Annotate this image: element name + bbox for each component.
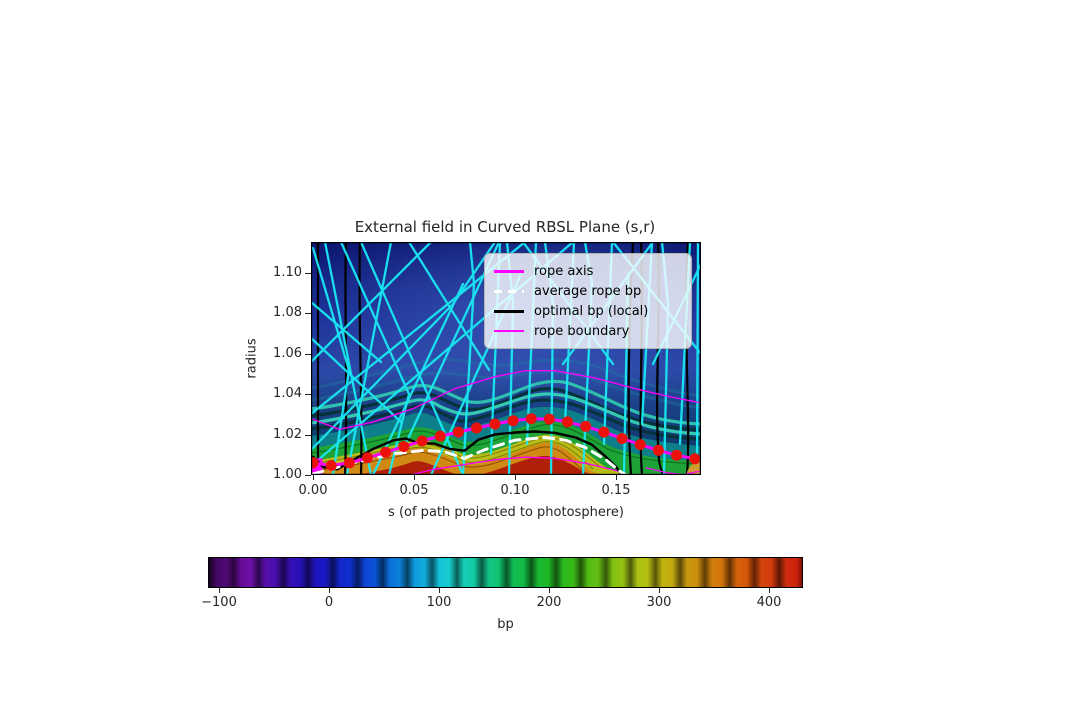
x-axis-label: s (of path projected to photosphere) <box>388 505 624 520</box>
rope-axis-point-marker <box>362 452 373 464</box>
rope-axis-point-marker <box>380 446 392 458</box>
colorbar <box>208 557 803 588</box>
plot-title: External field in Curved RBSL Plane (s,r… <box>354 218 656 236</box>
series-rope-axis <box>311 417 697 467</box>
colorbar-tick-label: 0 <box>324 595 334 610</box>
series-average-rope-bp <box>311 436 628 475</box>
y-tick-mark <box>305 475 311 477</box>
legend-sample-3 <box>494 330 524 332</box>
legend-label: rope axis <box>534 263 594 279</box>
rope-axis-point-marker <box>507 415 519 427</box>
series-optimal-bp-local <box>311 430 624 475</box>
legend-row: optimal bp (local) <box>494 301 682 321</box>
legend-sample-2 <box>494 309 524 313</box>
y-tick-mark <box>305 313 311 315</box>
x-tick-mark <box>616 475 618 480</box>
rope-axis-point-marker <box>652 444 664 456</box>
rope-axis-point-marker <box>311 457 319 469</box>
rope-axis-point-marker <box>471 422 483 434</box>
legend-label: average rope bp <box>534 283 642 299</box>
y-tick-label: 1.00 <box>273 467 302 482</box>
y-tick-label: 1.06 <box>273 345 302 361</box>
x-tick-mark <box>414 475 416 480</box>
legend-sample-0 <box>494 269 524 273</box>
rope-axis-point-marker <box>489 418 501 430</box>
legend-label: optimal bp (local) <box>534 303 649 319</box>
colorbar-tick-label: −100 <box>201 595 237 610</box>
y-tick-label: 1.10 <box>273 264 302 280</box>
series-rope-boundary-upper <box>312 370 700 431</box>
plot-area <box>311 242 701 475</box>
rope-axis-point-marker <box>434 430 446 442</box>
y-tick-mark <box>305 394 311 396</box>
colorbar-tick-mark <box>219 588 221 593</box>
rope-axis-point-marker <box>562 416 573 428</box>
rope-axis-point-marker <box>343 457 355 469</box>
colorbar-tick-mark <box>549 588 551 593</box>
colorbar-tick-label: 400 <box>756 595 782 610</box>
series-rope-boundary-lower <box>409 456 629 475</box>
rope-axis-point-marker <box>671 449 683 461</box>
plot-border <box>311 242 701 475</box>
rope-axis-point-marker <box>452 426 464 438</box>
legend-row: rope boundary <box>494 321 682 341</box>
colorbar-tick-label: 300 <box>646 595 672 610</box>
rope-axis-point-marker <box>398 441 410 453</box>
rope-axis-point-marker <box>325 460 337 471</box>
legend-row: rope axis <box>494 261 682 281</box>
series-rope-boundary-right <box>645 467 700 475</box>
x-tick-mark <box>515 475 517 480</box>
rope-axis-point-marker <box>598 426 610 438</box>
rope-axis-point-marker <box>689 453 701 465</box>
legend: rope axis average rope bp optimal bp (lo… <box>484 253 692 349</box>
colorbar-tick-mark <box>329 588 331 593</box>
band-red <box>311 455 593 475</box>
legend-row: average rope bp <box>494 281 682 301</box>
y-tick-label: 1.08 <box>273 305 302 320</box>
colorbar-tick-label: 100 <box>426 595 452 610</box>
colorbar-tick-mark <box>769 588 771 593</box>
colorbar-tick-mark <box>659 588 661 593</box>
y-tick-label: 1.04 <box>273 386 302 401</box>
y-tick-mark <box>305 353 311 355</box>
legend-sample-1 <box>494 289 524 293</box>
colorbar-tick-mark <box>439 588 441 593</box>
x-tick-mark <box>313 475 315 480</box>
rope-axis-point-marker <box>525 413 537 425</box>
legend-label: rope boundary <box>534 323 630 339</box>
rope-axis-point-marker <box>580 420 592 432</box>
x-tick-label: 0.15 <box>601 483 631 498</box>
colorbar-label: bp <box>497 617 514 632</box>
y-tick-label: 1.02 <box>273 426 302 442</box>
x-tick-label: 0.00 <box>298 483 328 498</box>
colorbar-tick-label: 200 <box>536 595 562 610</box>
overlay-series <box>311 370 701 475</box>
rope-axis-point-marker <box>416 435 428 447</box>
y-tick-mark <box>305 434 311 436</box>
y-tick-mark <box>305 272 311 274</box>
rope-axis-point-marker <box>634 439 646 451</box>
rope-axis-point-marker <box>616 433 628 444</box>
x-tick-label: 0.05 <box>399 483 429 498</box>
x-tick-label: 0.10 <box>500 483 530 498</box>
rope-axis-point-marker <box>543 413 555 425</box>
